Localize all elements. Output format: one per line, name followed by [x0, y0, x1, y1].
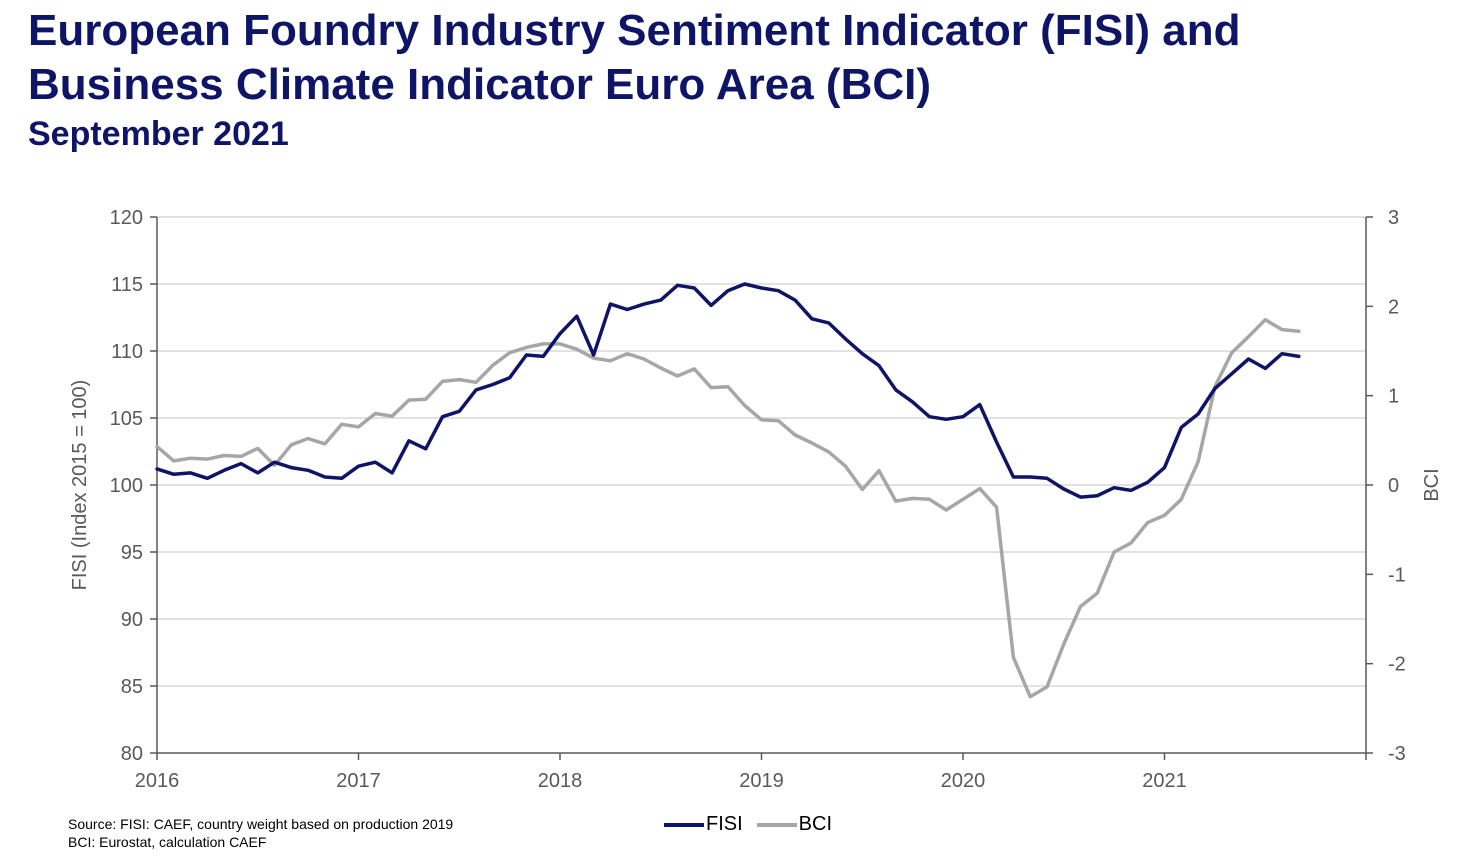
right-tick-label: 3 — [1388, 207, 1399, 229]
right-tick-label: -1 — [1388, 564, 1406, 586]
chart-subtitle: September 2021 — [28, 115, 289, 153]
legend: FISI BCI — [664, 813, 846, 836]
left-tick-label: 85 — [121, 676, 143, 698]
x-axis-ticks: 2016 2017 2018 2019 2020 2021 — [135, 753, 1367, 792]
x-tick-label: 2016 — [135, 770, 180, 792]
legend-swatch-bci — [756, 822, 797, 827]
x-tick-label: 2018 — [538, 770, 583, 792]
left-tick-label: 105 — [110, 408, 143, 430]
series-layer — [155, 282, 1301, 699]
source-note: Source: FISI: CAEF, country weight based… — [68, 815, 453, 851]
right-tick-label: 1 — [1388, 386, 1399, 408]
right-tick-label: 0 — [1388, 475, 1399, 497]
legend-label-bci: BCI — [798, 813, 833, 835]
legend-item-bci: BCI — [756, 813, 833, 836]
source-line-1: Source: FISI: CAEF, country weight based… — [68, 816, 454, 832]
left-tick-label: 110 — [111, 341, 143, 363]
left-tick-label: 90 — [121, 609, 143, 631]
legend-swatch-fisi — [664, 822, 704, 827]
chart-title: European Foundry Industry Sentiment Indi… — [28, 6, 1241, 109]
left-tick-label: 120 — [110, 207, 143, 229]
legend-label-fisi: FISI — [706, 813, 743, 835]
left-axis-ticks: 80 85 90 95 100 105 110 115 120 — [110, 207, 157, 765]
right-tick-label: -2 — [1388, 654, 1406, 676]
right-axis-label: BCI — [1421, 468, 1443, 501]
series-line-bci — [155, 317, 1301, 699]
x-tick-label: 2019 — [739, 770, 784, 792]
x-tick-label: 2020 — [941, 770, 986, 792]
x-tick-label: 2017 — [336, 770, 381, 792]
left-tick-label: 95 — [121, 542, 143, 564]
left-axis-label: FISI (Index 2015 = 100) — [69, 380, 91, 591]
series-line-fisi — [155, 282, 1301, 499]
left-tick-label: 100 — [110, 475, 143, 497]
source-line-2: BCI: Eurostat, calculation CAEF — [68, 834, 267, 850]
right-axis-ticks: -3 -2 -1 0 1 2 3 — [1366, 207, 1406, 765]
right-tick-label: -3 — [1388, 743, 1406, 765]
left-tick-label: 80 — [121, 743, 143, 765]
left-tick-label: 115 — [111, 274, 143, 296]
x-tick-label: 2021 — [1142, 770, 1187, 792]
right-tick-label: 2 — [1388, 296, 1399, 318]
legend-item-fisi: FISI — [664, 813, 743, 836]
